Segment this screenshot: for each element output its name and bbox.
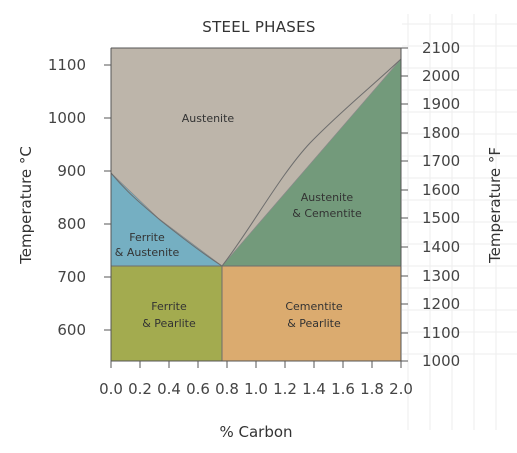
bottom-tick-marks (110, 361, 402, 368)
right-tick-label: 2000 (422, 67, 460, 85)
label-cementite-pearlite-line2: & Pearlite (287, 317, 341, 330)
bottom-tick-label: 0.0 (99, 380, 123, 398)
right-tick-label: 2100 (422, 39, 460, 57)
bottom-tick-label: 0.8 (215, 380, 239, 398)
bottom-tick-label: 1.2 (273, 380, 297, 398)
label-ferrite-austenite-line2: & Austenite (115, 246, 180, 259)
bottom-tick-label: 0.4 (157, 380, 181, 398)
diagram-title: STEEL PHASES (202, 18, 315, 36)
bottom-tick-label: 0.6 (186, 380, 210, 398)
right-tick-marks (401, 47, 408, 362)
region-ferrite-pearlite (110, 265, 223, 362)
bottom-tick-label: 1.0 (244, 380, 268, 398)
left-tick-label: 900 (57, 162, 86, 180)
right-tick-label: 1500 (422, 209, 460, 227)
left-tick-label: 1100 (48, 56, 86, 74)
left-tick-label: 700 (57, 268, 86, 286)
boundary-acm (221, 58, 402, 267)
left-tick-label: 800 (57, 215, 86, 233)
left-tick-marks (104, 64, 111, 331)
phase-regions (110, 47, 402, 362)
label-ferrite-austenite-line1: Ferrite (129, 231, 165, 244)
right-tick-label: 1700 (422, 152, 460, 170)
right-tick-labels: 1000 1100 1200 1300 1400 1500 1600 1700 … (422, 39, 460, 370)
bottom-tick-label: 0.2 (128, 380, 152, 398)
bottom-tick-label: 1.6 (331, 380, 355, 398)
boundary-a3 (110, 172, 223, 267)
label-cementite-pearlite-line1: Cementite (285, 300, 343, 313)
x-axis-label: % Carbon (219, 423, 292, 441)
right-tick-label: 1300 (422, 267, 460, 285)
phase-boundaries (110, 58, 402, 361)
right-tick-label: 1100 (422, 324, 460, 342)
region-labels: Austenite Austenite & Cementite Ferrite … (115, 112, 362, 330)
background-grid (402, 14, 517, 430)
y-right-axis-label: Temperature °F (486, 147, 504, 264)
label-ferrite-pearlite-line2: & Pearlite (142, 317, 196, 330)
bottom-tick-labels: 0.0 0.2 0.4 0.6 0.8 1.0 1.2 1.4 1.6 1.8 … (99, 380, 413, 398)
label-austenite: Austenite (182, 112, 235, 125)
bottom-tick-label: 1.4 (302, 380, 326, 398)
label-austenite-cementite-line2: & Cementite (292, 207, 362, 220)
right-tick-label: 1600 (422, 181, 460, 199)
right-tick-label: 1900 (422, 95, 460, 113)
left-tick-label: 600 (57, 321, 86, 339)
label-ferrite-pearlite-line1: Ferrite (151, 300, 187, 313)
bottom-tick-label: 2.0 (389, 380, 413, 398)
bottom-tick-label: 1.8 (360, 380, 384, 398)
y-left-axis-label: Temperature °C (17, 146, 35, 265)
region-cementite-pearlite (221, 265, 402, 362)
left-tick-labels: 600 700 800 900 1000 1100 (48, 56, 86, 339)
right-tick-label: 1200 (422, 295, 460, 313)
label-austenite-cementite-line1: Austenite (301, 191, 354, 204)
right-tick-label: 1400 (422, 238, 460, 256)
right-tick-label: 1000 (422, 352, 460, 370)
left-tick-label: 1000 (48, 109, 86, 127)
right-tick-label: 1800 (422, 124, 460, 142)
